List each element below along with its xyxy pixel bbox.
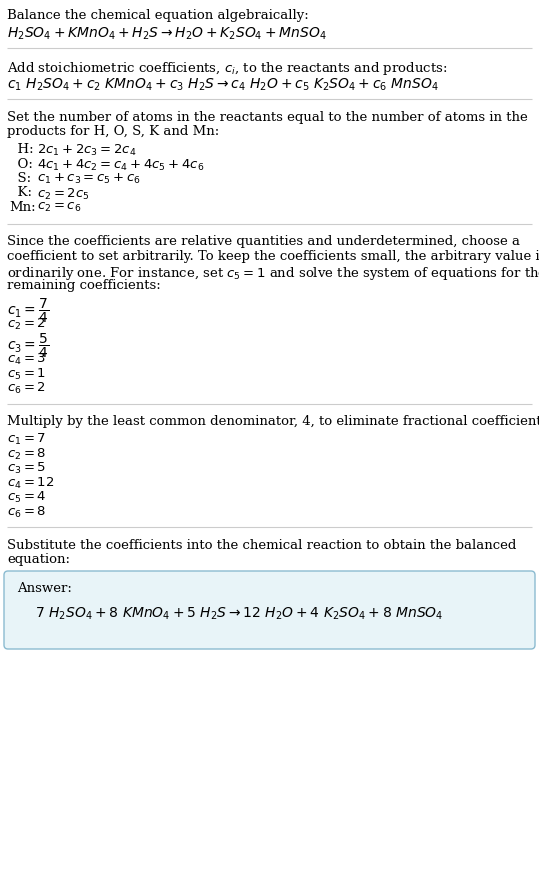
Text: K:: K:	[9, 186, 32, 199]
Text: Since the coefficients are relative quantities and underdetermined, choose a: Since the coefficients are relative quan…	[7, 235, 520, 249]
Text: S:: S:	[9, 172, 31, 185]
Text: Balance the chemical equation algebraically:: Balance the chemical equation algebraica…	[7, 9, 309, 22]
Text: $7\ H_2SO_4 + 8\ KMnO_4 + 5\ H_2S \rightarrow 12\ H_2O + 4\ K_2SO_4 + 8\ MnSO_4$: $7\ H_2SO_4 + 8\ KMnO_4 + 5\ H_2S \right…	[35, 606, 444, 623]
Text: $c_2 = 8$: $c_2 = 8$	[7, 446, 46, 461]
Text: $c_1\ H_2SO_4 + c_2\ KMnO_4 + c_3\ H_2S \rightarrow c_4\ H_2O + c_5\ K_2SO_4 + c: $c_1\ H_2SO_4 + c_2\ KMnO_4 + c_3\ H_2S …	[7, 77, 439, 93]
Text: remaining coefficients:: remaining coefficients:	[7, 279, 161, 292]
Text: $4 c_1 + 4 c_2 = c_4 + 4 c_5 + 4 c_6$: $4 c_1 + 4 c_2 = c_4 + 4 c_5 + 4 c_6$	[37, 158, 204, 173]
Text: $c_1 + c_3 = c_5 + c_6$: $c_1 + c_3 = c_5 + c_6$	[37, 172, 141, 186]
Text: $c_2 = 2$: $c_2 = 2$	[7, 317, 46, 333]
Text: $c_3 = 5$: $c_3 = 5$	[7, 461, 46, 476]
Text: $c_4 = 3$: $c_4 = 3$	[7, 352, 46, 367]
Text: ordinarily one. For instance, set $c_5 = 1$ and solve the system of equations fo: ordinarily one. For instance, set $c_5 =…	[7, 265, 539, 281]
Text: $c_1 = \dfrac{7}{4}$: $c_1 = \dfrac{7}{4}$	[7, 296, 49, 325]
Text: coefficient to set arbitrarily. To keep the coefficients small, the arbitrary va: coefficient to set arbitrarily. To keep …	[7, 250, 539, 263]
Text: $c_5 = 1$: $c_5 = 1$	[7, 367, 46, 382]
Text: $c_4 = 12$: $c_4 = 12$	[7, 475, 54, 490]
Text: $c_5 = 4$: $c_5 = 4$	[7, 490, 46, 505]
Text: Mn:: Mn:	[9, 201, 36, 214]
Text: $c_6 = 8$: $c_6 = 8$	[7, 505, 46, 519]
Text: equation:: equation:	[7, 554, 70, 566]
Text: H:: H:	[9, 143, 33, 156]
Text: Answer:: Answer:	[17, 582, 72, 595]
Text: $c_1 = 7$: $c_1 = 7$	[7, 432, 46, 447]
Text: $2 c_1 + 2 c_3 = 2 c_4$: $2 c_1 + 2 c_3 = 2 c_4$	[37, 143, 136, 158]
Text: $c_6 = 2$: $c_6 = 2$	[7, 381, 46, 396]
Text: $c_2 = c_6$: $c_2 = c_6$	[37, 201, 81, 214]
Text: Multiply by the least common denominator, 4, to eliminate fractional coefficient: Multiply by the least common denominator…	[7, 415, 539, 429]
Text: O:: O:	[9, 158, 33, 170]
Text: Add stoichiometric coefficients, $c_i$, to the reactants and products:: Add stoichiometric coefficients, $c_i$, …	[7, 60, 447, 77]
Text: products for H, O, S, K and Mn:: products for H, O, S, K and Mn:	[7, 125, 219, 138]
Text: Set the number of atoms in the reactants equal to the number of atoms in the: Set the number of atoms in the reactants…	[7, 111, 528, 124]
Text: Substitute the coefficients into the chemical reaction to obtain the balanced: Substitute the coefficients into the che…	[7, 539, 516, 552]
Text: $H_2SO_4 + KMnO_4 + H_2S \rightarrow H_2O + K_2SO_4 + MnSO_4$: $H_2SO_4 + KMnO_4 + H_2S \rightarrow H_2…	[7, 26, 327, 42]
FancyBboxPatch shape	[4, 571, 535, 649]
Text: $c_2 = 2 c_5$: $c_2 = 2 c_5$	[37, 186, 89, 202]
Text: $c_3 = \dfrac{5}{4}$: $c_3 = \dfrac{5}{4}$	[7, 332, 49, 360]
